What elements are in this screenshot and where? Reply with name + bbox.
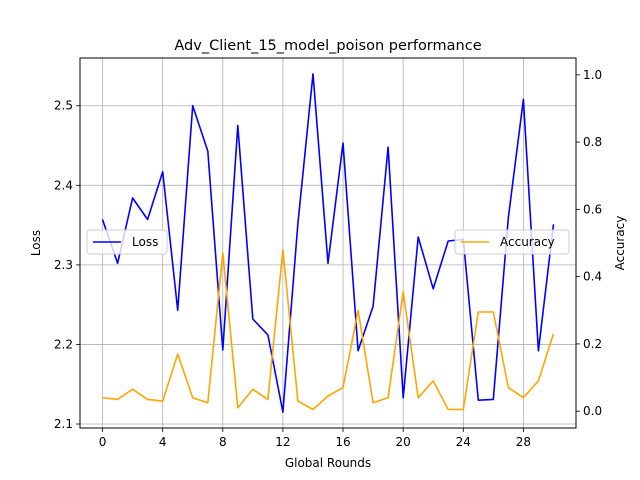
x-tick-label: 4 [159,435,167,449]
x-axis-label: Global Rounds [285,456,371,470]
x-tick-label: 28 [516,435,531,449]
y-right-tick-label: 0.2 [583,337,602,351]
y-axis-right: 0.0 0.2 0.4 0.6 0.8 1.0 [576,68,602,418]
legend-loss-box [86,229,168,255]
legend-loss-label: Loss [132,235,158,249]
y-left-tick-label: 2.2 [54,337,73,351]
y-right-tick-label: 0.4 [583,270,602,284]
y-right-tick-label: 0.8 [583,135,602,149]
y-axis-left-label: Loss [29,230,43,256]
x-tick-label: 8 [219,435,227,449]
y-left-tick-label: 2.3 [54,258,73,272]
x-tick-label: 24 [456,435,471,449]
series-layer [101,73,555,413]
chart-title: Adv_Client_15_model_poison performance [174,38,481,54]
y-axis-right-label: Accuracy [613,216,627,271]
y-left-tick-label: 2.5 [54,99,73,113]
legend-accuracy: Accuracy [454,229,570,255]
legend-loss: Loss [86,229,168,255]
y-left-tick-label: 2.4 [54,178,73,192]
x-tick-label: 12 [275,435,290,449]
y-right-tick-label: 0.6 [583,202,602,216]
y-axis-left: 2.1 2.2 2.3 2.4 2.5 [54,99,80,431]
legend-accuracy-label: Accuracy [500,235,555,249]
x-tick-label: 16 [335,435,350,449]
series-line-accuracy [102,248,555,411]
y-right-tick-label: 0.0 [583,404,602,418]
x-tick-label: 0 [99,435,107,449]
legend-accuracy-box [454,229,570,255]
plot-frame [79,57,577,429]
y-right-tick-label: 1.0 [583,68,602,82]
y-left-tick-label: 2.1 [54,417,73,431]
x-axis: 0 4 8 12 16 20 24 28 [99,428,531,449]
series-line-loss [101,73,555,413]
x-tick-label: 20 [396,435,411,449]
